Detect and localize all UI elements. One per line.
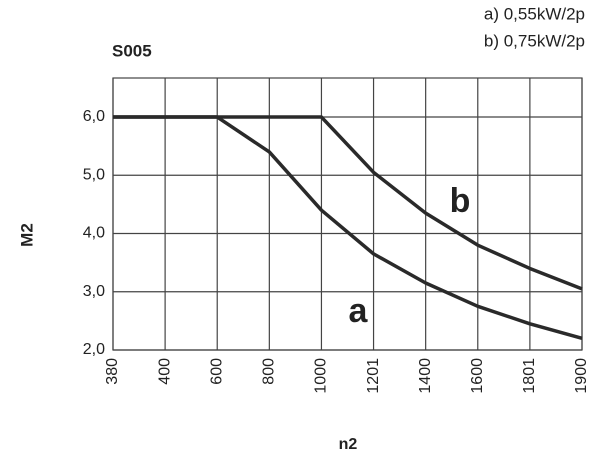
y-tick-label: 2,0 (83, 341, 105, 358)
y-tick-label: 6,0 (83, 108, 105, 125)
x-tick-label: 1900 (573, 358, 590, 394)
x-tick-label: 1000 (313, 358, 330, 394)
x-axis-label: n2 (339, 436, 358, 453)
legend-line: a) 0,55kW/2p (484, 4, 585, 23)
y-tick-label: 3,0 (83, 283, 105, 300)
x-tick-label: 800 (261, 358, 278, 385)
chart-title: S005 (112, 41, 152, 60)
legend-line: b) 0,75kW/2p (484, 31, 585, 50)
y-tick-label: 5,0 (83, 166, 105, 183)
x-tick-label: 380 (104, 358, 121, 385)
x-tick-label: 1400 (417, 358, 434, 394)
series-line (113, 115, 583, 291)
x-tick-label: 600 (208, 358, 225, 385)
plot-frame (112, 77, 583, 351)
series-label: b (450, 182, 471, 220)
y-axis-label: M2 (17, 223, 36, 247)
x-tick-label: 1801 (521, 358, 538, 394)
series-line (113, 115, 583, 341)
x-tick-label: 1201 (365, 358, 382, 394)
x-tick-label: 400 (156, 358, 173, 385)
series-label: a (349, 292, 369, 330)
x-tick-label: 1600 (469, 358, 486, 394)
y-tick-label: 4,0 (83, 225, 105, 242)
